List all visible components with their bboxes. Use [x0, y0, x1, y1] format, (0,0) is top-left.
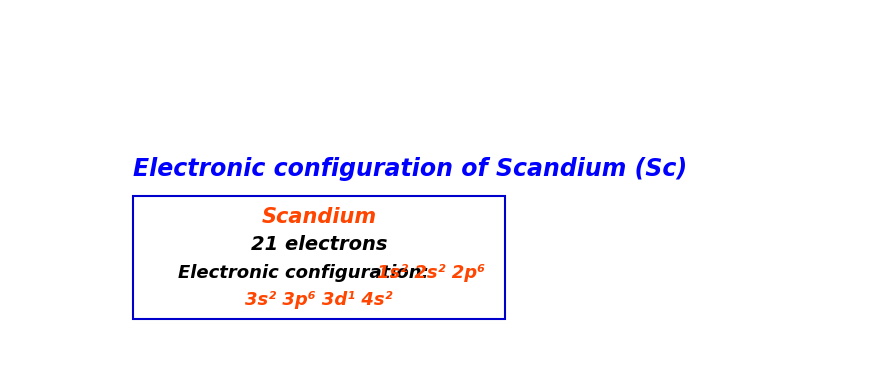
Text: 21 electrons: 21 electrons: [250, 235, 387, 254]
Text: Scandium: Scandium: [262, 207, 377, 227]
Text: Electronic configuration:: Electronic configuration:: [177, 264, 435, 282]
Text: 3s² 3p⁶ 3d¹ 4s²: 3s² 3p⁶ 3d¹ 4s²: [245, 291, 392, 309]
Text: Electronic configuration of Scandium (Sc): Electronic configuration of Scandium (Sc…: [133, 157, 687, 181]
FancyBboxPatch shape: [133, 196, 505, 319]
Text: 1s² 2s² 2p⁶: 1s² 2s² 2p⁶: [377, 264, 485, 282]
